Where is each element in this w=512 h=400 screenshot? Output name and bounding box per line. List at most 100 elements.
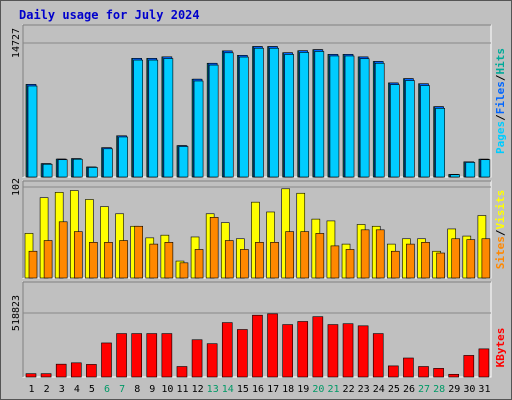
bar-pages-day-5 bbox=[88, 167, 98, 178]
bar-sites-day-14 bbox=[224, 240, 234, 279]
bar-kbytes-day-6 bbox=[101, 342, 112, 378]
bar-pages-day-8 bbox=[133, 59, 143, 178]
bar-sites-day-2 bbox=[43, 240, 53, 279]
x-tick-label-day-20: 20 bbox=[312, 384, 324, 395]
x-tick-label-day-3: 3 bbox=[59, 384, 65, 395]
bar-kbytes-day-4 bbox=[70, 362, 82, 378]
bar-pages-day-11 bbox=[178, 146, 189, 178]
bar-kbytes-day-12 bbox=[191, 339, 203, 378]
x-tick-label-day-7: 7 bbox=[119, 384, 125, 395]
x-tick-label-day-22: 22 bbox=[343, 384, 355, 395]
bar-pages-day-21 bbox=[329, 55, 340, 178]
bar-sites-day-17 bbox=[270, 242, 279, 279]
x-tick-label-day-5: 5 bbox=[89, 384, 95, 395]
bar-sites-day-4 bbox=[73, 231, 83, 279]
bar-pages-day-9 bbox=[148, 59, 159, 178]
bar-sites-day-10 bbox=[164, 242, 174, 279]
bar-pages-day-22 bbox=[344, 55, 355, 178]
x-tick-label-day-19: 19 bbox=[297, 384, 309, 395]
bar-pages-day-7 bbox=[118, 136, 128, 178]
bar-kbytes-day-25 bbox=[388, 365, 399, 378]
bar-kbytes-day-27 bbox=[418, 366, 429, 378]
bar-pages-day-4 bbox=[72, 158, 83, 178]
x-tick-label-day-18: 18 bbox=[282, 384, 294, 395]
bar-kbytes-day-31 bbox=[478, 348, 490, 378]
bar-kbytes-day-20 bbox=[312, 316, 324, 378]
bar-sites-day-23 bbox=[360, 229, 370, 279]
bar-kbytes-day-26 bbox=[403, 357, 414, 378]
bar-pages-day-27 bbox=[420, 85, 430, 178]
bar-sites-day-30 bbox=[466, 239, 476, 279]
x-tick-label-day-24: 24 bbox=[373, 384, 385, 395]
bar-pages-day-16 bbox=[254, 47, 264, 178]
bar-kbytes-day-1 bbox=[25, 373, 37, 378]
bar-sites-day-9 bbox=[149, 243, 159, 279]
x-tick-label-day-13: 13 bbox=[207, 384, 219, 395]
bar-sites-day-16 bbox=[255, 242, 264, 279]
bar-sites-day-27 bbox=[421, 242, 430, 279]
bar-pages-day-1 bbox=[27, 85, 38, 178]
x-tick-label-day-27: 27 bbox=[418, 384, 430, 395]
legend-top: Pages/Files/Hits bbox=[494, 48, 507, 154]
bar-kbytes-day-13 bbox=[206, 343, 218, 378]
bar-sites-day-26 bbox=[406, 243, 415, 279]
legend-files: Files bbox=[494, 81, 507, 114]
bar-pages-day-2 bbox=[42, 163, 53, 178]
bar-sites-day-3 bbox=[58, 221, 68, 279]
legend-middle: Sites/Visits bbox=[494, 190, 507, 270]
bar-sites-day-31 bbox=[481, 238, 491, 279]
x-tick-label-day-8: 8 bbox=[134, 384, 140, 395]
bar-pages-day-31 bbox=[480, 159, 491, 178]
bar-kbytes-day-23 bbox=[357, 325, 369, 378]
bar-sites-day-5 bbox=[89, 242, 98, 279]
bar-pages-day-19 bbox=[299, 52, 310, 178]
x-tick-label-day-17: 17 bbox=[267, 384, 279, 395]
legend-hits: Hits bbox=[494, 48, 507, 75]
bar-sites-day-13 bbox=[209, 217, 219, 279]
legend-kbytes: KBytes bbox=[494, 328, 507, 368]
x-tick-label-day-2: 2 bbox=[44, 384, 50, 395]
bar-pages-day-17 bbox=[269, 47, 279, 178]
chart-title: Daily usage for July 2024 bbox=[19, 8, 200, 22]
bar-pages-day-12 bbox=[193, 80, 204, 178]
legend-separator: / bbox=[494, 74, 507, 81]
bar-pages-day-6 bbox=[103, 148, 113, 178]
x-tick-label-day-31: 31 bbox=[478, 384, 490, 395]
bar-sites-day-19 bbox=[300, 231, 310, 279]
bar-pages-day-15 bbox=[239, 56, 249, 178]
bar-kbytes-day-15 bbox=[237, 329, 248, 378]
bar-pages-day-24 bbox=[374, 62, 385, 178]
bar-kbytes-day-8 bbox=[131, 333, 142, 378]
bar-pages-day-13 bbox=[208, 64, 219, 178]
bar-sites-day-8 bbox=[134, 225, 143, 279]
x-tick-label-day-21: 21 bbox=[327, 384, 339, 395]
y-tick-label-top: 14727 bbox=[11, 28, 22, 58]
bar-kbytes-day-16 bbox=[252, 314, 263, 378]
legend-sites: Sites bbox=[494, 236, 507, 269]
x-tick-label-day-6: 6 bbox=[104, 384, 110, 395]
x-tick-label-day-9: 9 bbox=[149, 384, 155, 395]
bar-kbytes-day-30 bbox=[463, 355, 475, 378]
bar-sites-day-22 bbox=[345, 249, 355, 279]
bar-sites-day-20 bbox=[315, 233, 325, 279]
bar-kbytes-day-10 bbox=[161, 333, 173, 378]
bar-pages-day-14 bbox=[223, 52, 234, 178]
x-tick-label-day-10: 10 bbox=[161, 384, 173, 395]
bar-kbytes-day-22 bbox=[342, 323, 354, 378]
bar-pages-day-28 bbox=[435, 108, 445, 178]
bar-sites-day-21 bbox=[330, 245, 340, 279]
bar-sites-day-1 bbox=[28, 250, 38, 279]
x-tick-label-day-29: 29 bbox=[448, 384, 460, 395]
bar-kbytes-day-3 bbox=[55, 363, 67, 378]
bar-kbytes-day-29 bbox=[448, 373, 460, 378]
bar-sites-day-25 bbox=[391, 250, 400, 279]
bar-pages-day-10 bbox=[163, 58, 174, 178]
bar-kbytes-day-14 bbox=[221, 322, 233, 378]
bar-pages-day-3 bbox=[57, 159, 68, 178]
bar-sites-day-7 bbox=[119, 240, 128, 279]
bar-pages-day-23 bbox=[359, 58, 370, 178]
x-tick-label-day-30: 30 bbox=[463, 384, 475, 395]
bar-sites-day-24 bbox=[375, 229, 385, 279]
x-tick-label-day-4: 4 bbox=[74, 384, 80, 395]
